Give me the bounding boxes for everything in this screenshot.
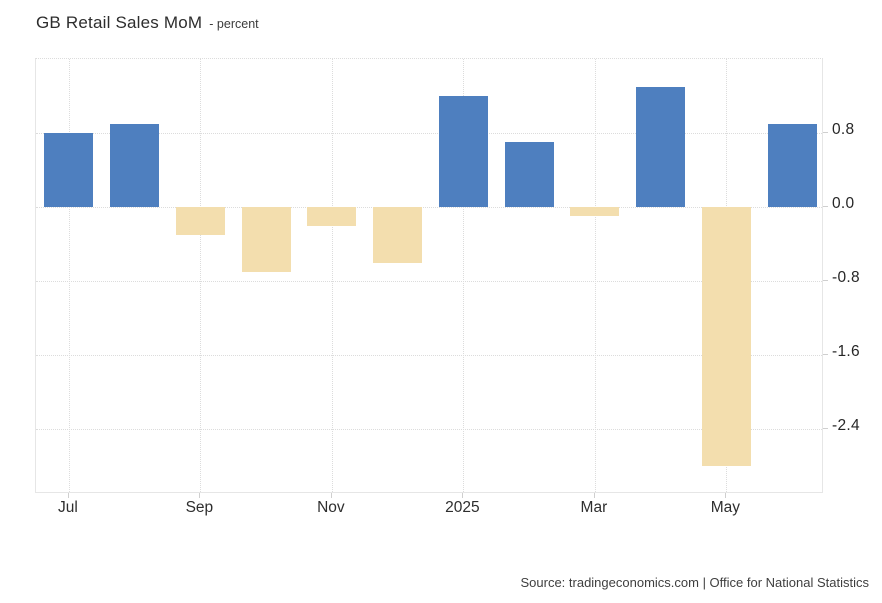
- x-axis-tick-label: Jul: [57, 499, 78, 516]
- chart-plot-wrapper: 0.8 0.0 -0.8 -1.6 -2.4 Jul Sep Nov 2025 Mar May: [35, 58, 860, 516]
- y-axis-tick-label: -1.6: [832, 343, 860, 361]
- bar-jul-2024[interactable]: [44, 133, 94, 207]
- x-axis-tick-label: 2025: [445, 499, 480, 516]
- grid-line-vertical: [200, 59, 202, 492]
- grid-line-horizontal: [36, 429, 822, 431]
- x-axis-tick-mark: [330, 493, 332, 498]
- bar-may-2025[interactable]: [701, 207, 751, 467]
- chart-title: GB Retail Sales MoM: [36, 13, 203, 32]
- x-axis-tick-mark: [67, 493, 69, 498]
- bar-mar-2025[interactable]: [570, 207, 620, 217]
- y-axis-tick-mark: [823, 206, 828, 208]
- grid-line-vertical: [594, 59, 596, 492]
- grid-line-vertical: [463, 59, 465, 492]
- bar-nov-2024[interactable]: [307, 207, 357, 226]
- y-axis-tick-mark: [823, 280, 828, 282]
- x-axis-tick-mark: [199, 493, 201, 498]
- y-axis-tick-label: -2.4: [832, 417, 860, 435]
- bar-dec-2024[interactable]: [373, 207, 423, 263]
- chart-header: GB Retail Sales MoM - percent: [36, 13, 259, 33]
- bar-jun-2025[interactable]: [767, 123, 817, 208]
- grid-line-horizontal: [36, 281, 822, 283]
- y-axis-tick-label: -0.8: [832, 269, 860, 287]
- bar-sep-2024[interactable]: [175, 207, 225, 235]
- y-axis-tick-mark: [823, 428, 828, 430]
- x-axis-tick-mark: [725, 493, 727, 498]
- grid-line-horizontal: [36, 133, 822, 134]
- y-axis-tick-mark: [823, 354, 828, 356]
- x-axis-tick-label: May: [710, 499, 741, 516]
- bar-apr-2025[interactable]: [636, 86, 686, 208]
- bar-oct-2024[interactable]: [241, 207, 291, 272]
- plot-area: [35, 58, 823, 493]
- grid-line-horizontal: [36, 207, 822, 209]
- bar-feb-2025[interactable]: [504, 142, 554, 208]
- y-axis-tick-label: 0.8: [832, 121, 855, 138]
- x-axis-tick-mark: [593, 493, 595, 498]
- bar-aug-2024[interactable]: [110, 123, 160, 208]
- grid-line-vertical: [331, 59, 333, 492]
- x-axis-tick-label: Nov: [317, 499, 345, 516]
- y-axis-tick-mark: [823, 132, 828, 133]
- bar-jan-2025[interactable]: [438, 96, 488, 208]
- x-axis-tick-label: Sep: [185, 499, 214, 516]
- y-axis-tick-label: 0.0: [832, 195, 855, 213]
- source-attribution: Source: tradingeconomics.com | Office fo…: [520, 575, 869, 590]
- chart-subtitle: - percent: [209, 17, 259, 31]
- x-axis-tick-mark: [462, 493, 464, 498]
- grid-line-horizontal: [36, 355, 822, 357]
- grid-line-vertical: [68, 59, 70, 492]
- x-axis-tick-label: Mar: [580, 499, 608, 516]
